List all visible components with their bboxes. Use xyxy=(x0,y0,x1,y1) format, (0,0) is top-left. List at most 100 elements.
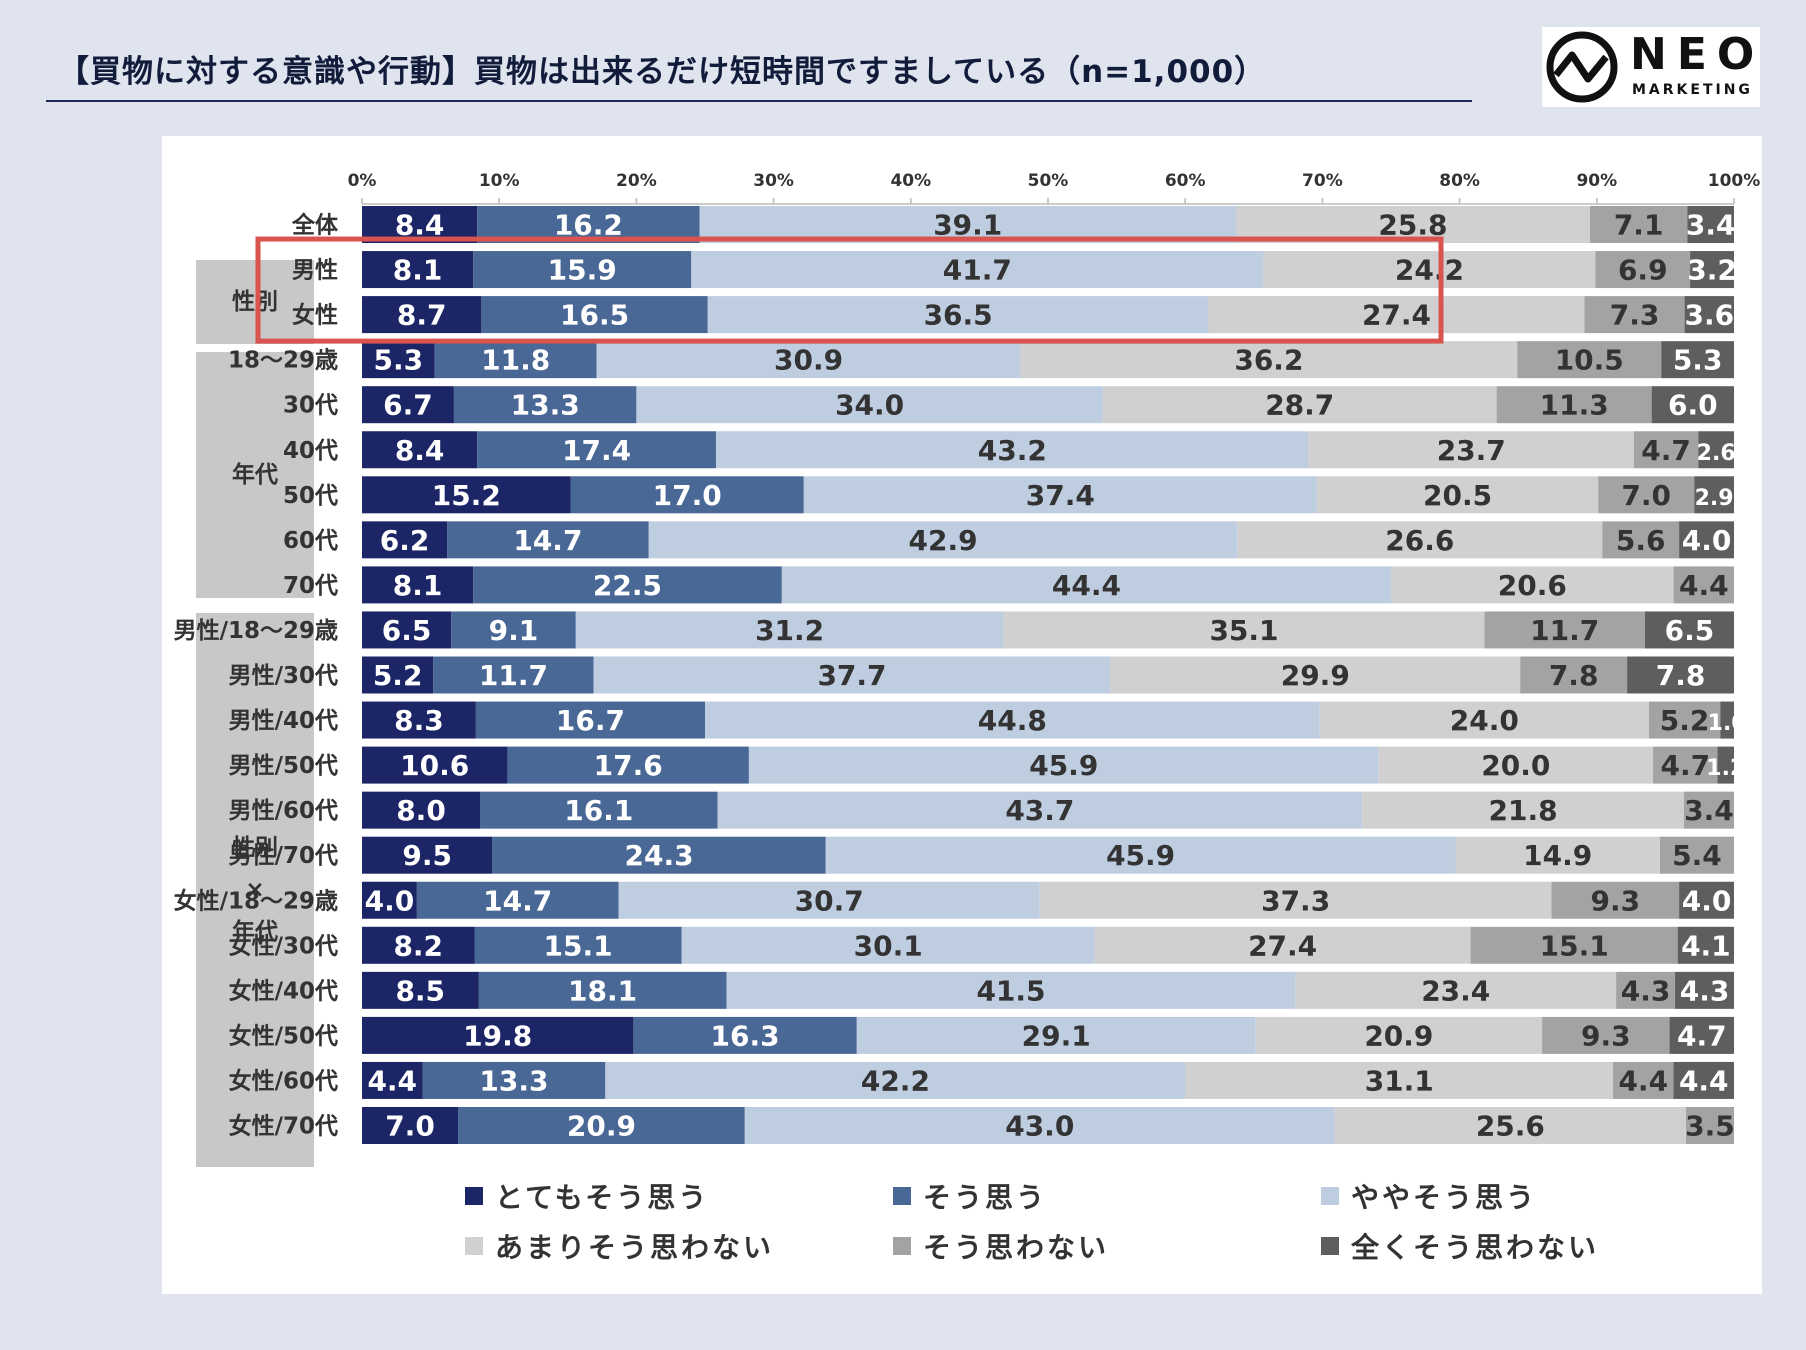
data-label: 5.3 xyxy=(374,344,424,377)
bar-segment xyxy=(1644,611,1734,649)
category-label: 50代 xyxy=(283,483,338,509)
bar-segment xyxy=(707,296,1209,334)
legend-swatch xyxy=(465,1187,483,1205)
data-label: 44.8 xyxy=(978,704,1047,737)
data-label: 14.7 xyxy=(513,524,582,557)
data-label: 8.7 xyxy=(397,299,447,332)
bar-segment xyxy=(1362,791,1684,829)
data-label: 10.5 xyxy=(1555,344,1624,377)
bar-segment xyxy=(1237,521,1603,559)
data-label: 24.2 xyxy=(1395,254,1464,287)
bar-segment xyxy=(1684,296,1734,334)
legend-label: そう思わない xyxy=(923,1231,1110,1264)
data-label: 4.3 xyxy=(1621,974,1671,1007)
data-label: 22.5 xyxy=(593,569,662,602)
data-label: 10.6 xyxy=(400,749,469,782)
bar-segment xyxy=(1316,476,1599,514)
bar-segment xyxy=(825,836,1456,874)
bar-segment xyxy=(474,926,682,964)
data-label: 17.6 xyxy=(594,749,663,782)
bar-segment xyxy=(1496,386,1652,424)
bar-segment xyxy=(1584,296,1685,334)
bar-segment xyxy=(1661,341,1734,379)
category-label: 男性/18〜29歳 xyxy=(174,618,338,644)
data-label: 15.1 xyxy=(1540,929,1609,962)
bar-segment xyxy=(781,566,1391,604)
x-tick-label: 0% xyxy=(348,171,377,191)
bar-segment xyxy=(1648,701,1721,739)
category-label: 男性/40代 xyxy=(229,708,338,734)
bar-segment xyxy=(1673,1061,1734,1099)
data-label: 4.0 xyxy=(1682,524,1732,557)
x-tick-label: 90% xyxy=(1576,171,1617,191)
data-label: 37.3 xyxy=(1261,884,1330,917)
bar-segment xyxy=(1378,746,1654,784)
bar-segment xyxy=(434,341,597,379)
bar-segment xyxy=(447,521,649,559)
data-label: 31.2 xyxy=(755,614,824,647)
bar-segment xyxy=(492,836,826,874)
bar-segment xyxy=(416,881,619,919)
data-label: 44.4 xyxy=(1052,569,1121,602)
bar-segment xyxy=(1551,881,1680,919)
data-label: 6.9 xyxy=(1618,254,1668,287)
bar-segment xyxy=(422,1061,606,1099)
bar-segment xyxy=(593,656,1111,694)
legend-label: そう思う xyxy=(923,1181,1048,1214)
data-label: 13.3 xyxy=(479,1064,548,1097)
neo-marketing-logo: NEO MARKETING xyxy=(1542,27,1760,107)
data-label: 5.6 xyxy=(1616,524,1666,557)
bar-segment xyxy=(1717,746,1734,784)
bar-segment xyxy=(362,656,434,694)
bar-segment xyxy=(748,746,1379,784)
bar-segment xyxy=(1720,701,1734,739)
data-label: 20.9 xyxy=(1364,1019,1433,1052)
bar-segment xyxy=(1627,656,1734,694)
bar-segment xyxy=(473,566,782,604)
data-label: 23.4 xyxy=(1421,974,1490,1007)
data-label: 30.7 xyxy=(795,884,864,917)
data-label: 31.1 xyxy=(1365,1064,1434,1097)
bar-segment xyxy=(636,386,1103,424)
group-label-gender: 性別 xyxy=(232,289,278,315)
stacked-bar-chart: 0% 10% 20% 30% 40% 50% 60% 70% 80% 90% 100% 全体 8.4 16… xyxy=(174,171,1760,1144)
bar-segment xyxy=(362,701,476,739)
bar-segment xyxy=(362,566,474,604)
data-label: 15.1 xyxy=(544,929,613,962)
data-label: 7.0 xyxy=(385,1110,435,1143)
x-tick-label: 10% xyxy=(479,171,520,191)
legend-swatch xyxy=(1321,1237,1339,1255)
category-label: 30代 xyxy=(283,393,338,419)
data-label: 7.8 xyxy=(1656,659,1706,692)
category-label: 男性/30代 xyxy=(229,663,338,689)
bar-segment xyxy=(1542,1016,1670,1054)
bar-segment xyxy=(362,926,475,964)
data-label: 35.1 xyxy=(1209,614,1278,647)
category-label: 60代 xyxy=(283,528,338,554)
data-label: 9.3 xyxy=(1591,884,1641,917)
bar-segment xyxy=(1690,251,1734,289)
bar-segment xyxy=(1653,746,1718,784)
bar-segment xyxy=(1094,926,1471,964)
data-label: 4.7 xyxy=(1641,434,1691,467)
data-label: 16.2 xyxy=(554,209,623,242)
bar-segment xyxy=(717,791,1363,829)
data-label: 7.0 xyxy=(1621,479,1671,512)
bar-segment xyxy=(803,476,1317,514)
bar-segment xyxy=(451,611,576,649)
bar-segment xyxy=(1455,836,1660,874)
data-label: 4.4 xyxy=(1618,1064,1668,1097)
data-label: 1.2 xyxy=(1706,756,1745,781)
legend-label: とてもそう思う xyxy=(495,1181,710,1214)
bar-segment xyxy=(475,701,705,739)
group-box-gender-age: 性別 × 年代 xyxy=(196,613,314,1167)
bar-segment xyxy=(1694,476,1734,514)
data-label: 21.8 xyxy=(1488,794,1557,827)
bar-segment xyxy=(1319,701,1649,739)
legend-item-disagree: そう思わない xyxy=(893,1226,1109,1266)
legend-swatch xyxy=(893,1237,911,1255)
data-label: 3.4 xyxy=(1686,209,1736,242)
bar-segment xyxy=(1651,386,1734,424)
bar-segment xyxy=(705,701,1320,739)
bar-segment xyxy=(362,296,482,334)
